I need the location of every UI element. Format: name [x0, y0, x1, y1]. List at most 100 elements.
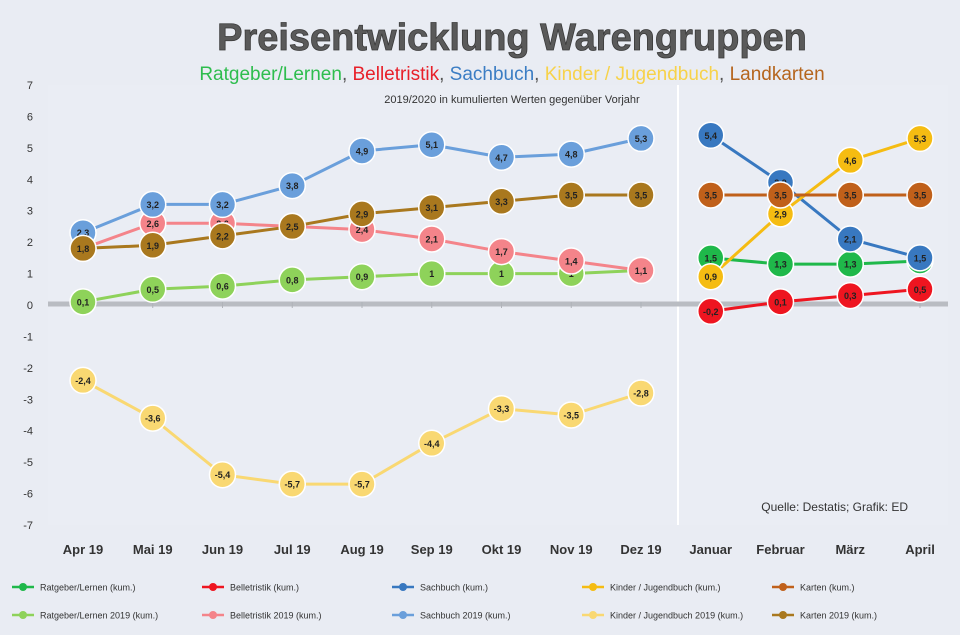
data-marker	[487, 143, 516, 172]
data-marker	[836, 281, 864, 310]
data-label: 1	[499, 269, 504, 279]
legend-title-part: Sachbuch	[450, 64, 535, 85]
data-marker	[278, 212, 306, 241]
data-marker	[418, 429, 446, 458]
y-tick-label: -6	[23, 489, 33, 501]
data-label: -3,6	[145, 414, 161, 424]
legend-item: Ratgeber/Lernen (kum.)	[12, 583, 136, 593]
data-label: 1,9	[146, 241, 159, 251]
legend-swatch-marker	[19, 583, 27, 591]
data-point: 0,1	[766, 288, 795, 316]
data-label: -2,4	[75, 376, 91, 386]
legend-label: Karten (kum.)	[800, 583, 855, 593]
data-point: 0,5	[906, 275, 934, 304]
data-point: 1	[418, 259, 446, 288]
data-marker	[557, 247, 585, 275]
legend-label: Belletristik (kum.)	[230, 583, 299, 593]
data-marker	[697, 181, 725, 209]
legend-swatch-marker	[209, 611, 217, 619]
data-marker	[139, 275, 167, 304]
data-point: 3,3	[487, 187, 516, 216]
data-marker	[348, 200, 376, 228]
data-marker	[348, 262, 376, 291]
data-point: 5,3	[627, 124, 655, 153]
series-layer: 1,51,31,31,4-0,20,10,30,55,43,92,11,50,9…	[69, 121, 934, 498]
series-line	[709, 136, 921, 278]
data-label: 3,5	[565, 191, 578, 201]
y-tick-label: -5	[23, 457, 33, 469]
data-marker	[69, 366, 97, 395]
source-note: Quelle: Destatis; Grafik: ED	[761, 500, 908, 514]
data-marker	[836, 225, 864, 253]
data-marker	[836, 146, 864, 175]
legend: Ratgeber/Lernen (kum.) Belletristik (kum.…	[12, 583, 877, 621]
series-line	[710, 256, 921, 266]
data-point: 0,8	[278, 266, 306, 294]
legend-item: Belletristik (kum.)	[202, 583, 299, 593]
data-label: 2,6	[146, 219, 159, 229]
data-marker	[487, 394, 516, 423]
x-axis: Apr 19 Mai 19 Jun 19 Jul 19 Aug 19 Sep 19 Okt …	[63, 302, 935, 557]
data-label: 3,5	[635, 191, 648, 201]
legend-label: Ratgeber/Lernen 2019 (kum.)	[40, 611, 158, 621]
data-marker	[278, 171, 306, 200]
data-point: 3,2	[208, 190, 237, 219]
data-label: 0,9	[704, 272, 717, 282]
data-point: 3,5	[766, 181, 795, 209]
data-label: 2,3	[77, 228, 90, 238]
data-point: 4,9	[348, 137, 376, 165]
data-label: 1,7	[495, 247, 508, 257]
data-point: -5,4	[208, 460, 237, 489]
data-marker	[348, 470, 376, 498]
data-marker	[278, 470, 306, 498]
y-tick-label: 5	[27, 143, 33, 155]
data-marker	[766, 288, 795, 316]
x-tick-label: Okt 19	[482, 542, 522, 557]
data-marker	[557, 181, 585, 209]
legend-title-part: Kinder / Jugendbuch	[545, 64, 719, 85]
data-point: -3,6	[139, 404, 167, 432]
data-marker	[208, 460, 237, 489]
data-point: 5,4	[697, 121, 725, 150]
data-label: -0,2	[703, 307, 719, 317]
y-tick-label: -2	[23, 363, 33, 375]
data-label: 1	[429, 269, 434, 279]
data-label: 3,3	[495, 197, 508, 207]
data-point: 1,8	[69, 234, 97, 263]
data-marker	[139, 404, 167, 432]
data-point: 1,3	[766, 250, 795, 278]
x-tick-label: Jul 19	[274, 542, 311, 557]
data-marker	[418, 193, 446, 222]
data-marker	[487, 237, 516, 266]
legend-swatch-marker	[399, 611, 407, 619]
data-point: 5,3	[906, 124, 934, 153]
data-point: 2,2	[208, 222, 237, 250]
data-marker	[208, 222, 237, 250]
legend-title-part: ,	[719, 64, 730, 85]
data-point: 4,7	[487, 143, 516, 172]
data-label: 4,7	[495, 153, 508, 163]
data-marker	[69, 288, 97, 316]
data-label: 5,4	[704, 131, 717, 141]
data-marker	[697, 121, 725, 150]
legend-swatch-marker	[779, 583, 787, 591]
legend-item: Sachbuch 2019 (kum.)	[392, 611, 511, 621]
data-label: 2,1	[425, 235, 438, 245]
legend-label: Kinder / Jugendbuch 2019 (kum.)	[610, 611, 743, 621]
x-tick-label: Apr 19	[63, 542, 103, 557]
data-point: 3,5	[697, 181, 725, 209]
data-label: 5,1	[425, 140, 438, 150]
data-label: 4,6	[844, 156, 857, 166]
y-tick-label: -4	[23, 426, 33, 438]
x-tick-label: Januar	[689, 542, 732, 557]
data-point: 1,9	[139, 231, 167, 260]
data-label: -2,8	[633, 389, 649, 399]
legend-label: Sachbuch 2019 (kum.)	[420, 611, 511, 621]
data-point: 3,2	[139, 190, 167, 219]
data-point: 0,3	[836, 281, 864, 310]
legend-title-part: Ratgeber/Lernen	[199, 64, 342, 85]
data-point: 2,1	[836, 225, 864, 253]
y-tick-label: -7	[23, 520, 33, 532]
data-point: 3,1	[418, 193, 446, 222]
data-marker	[766, 250, 795, 278]
